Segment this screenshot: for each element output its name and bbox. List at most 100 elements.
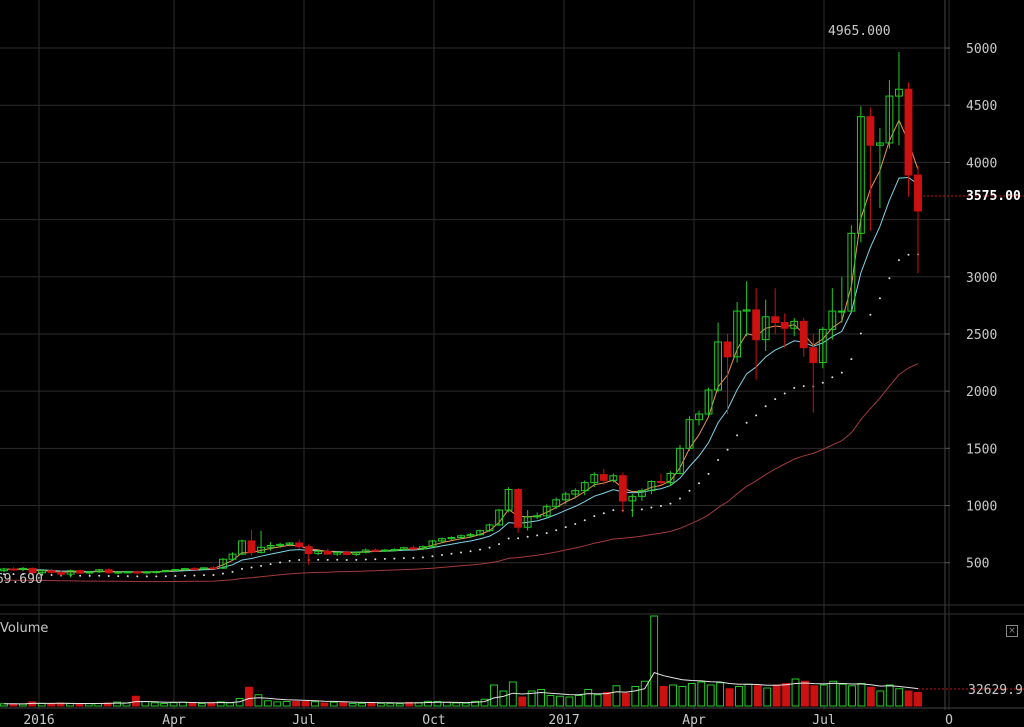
candle[interactable] (304, 544, 313, 565)
candle[interactable] (714, 322, 722, 393)
candle[interactable] (818, 327, 827, 369)
candle[interactable] (66, 569, 75, 578)
candle[interactable] (371, 548, 380, 552)
candle[interactable] (47, 568, 56, 574)
candle[interactable] (161, 569, 170, 573)
candle[interactable] (580, 480, 589, 496)
candle[interactable] (704, 387, 713, 417)
candle[interactable] (276, 542, 285, 548)
candle[interactable] (742, 281, 751, 337)
candle[interactable] (57, 570, 66, 576)
candle[interactable] (190, 567, 199, 571)
candle[interactable] (104, 568, 113, 574)
candle[interactable] (352, 551, 361, 556)
candle[interactable] (247, 529, 256, 556)
candle[interactable] (657, 473, 665, 485)
candle[interactable] (495, 508, 504, 527)
candle[interactable] (666, 471, 675, 487)
candle[interactable] (228, 552, 237, 561)
candle[interactable] (771, 288, 780, 334)
candle[interactable] (914, 165, 922, 274)
candle[interactable] (552, 497, 561, 509)
candle[interactable] (809, 333, 818, 413)
candle[interactable] (409, 545, 418, 550)
candle[interactable] (323, 548, 332, 555)
candle[interactable] (504, 487, 513, 513)
candle[interactable] (342, 550, 351, 556)
candle[interactable] (476, 529, 484, 536)
candle[interactable] (514, 488, 523, 533)
candle[interactable] (285, 542, 294, 547)
candle[interactable] (314, 550, 323, 556)
candle[interactable] (399, 546, 408, 551)
candle[interactable] (866, 107, 875, 232)
candle[interactable] (533, 512, 542, 520)
candle[interactable] (618, 472, 627, 513)
candle[interactable] (0, 567, 8, 573)
candle[interactable] (219, 558, 227, 569)
candle[interactable] (609, 473, 618, 483)
candle[interactable] (676, 444, 684, 475)
candle[interactable] (418, 545, 427, 551)
candle[interactable] (447, 536, 456, 541)
candle[interactable] (628, 494, 637, 517)
candle[interactable] (637, 488, 646, 501)
candle[interactable] (114, 571, 123, 575)
candle[interactable] (856, 106, 865, 243)
candle[interactable] (457, 534, 465, 540)
candle[interactable] (9, 567, 18, 571)
candle[interactable] (209, 566, 218, 570)
candle[interactable] (733, 301, 742, 363)
candle[interactable] (837, 276, 846, 323)
candle[interactable] (295, 539, 304, 549)
candle[interactable] (590, 472, 599, 488)
candle[interactable] (238, 539, 246, 556)
candle[interactable] (200, 567, 208, 570)
candle[interactable] (904, 82, 913, 197)
candle[interactable] (875, 128, 884, 209)
candle[interactable] (180, 567, 189, 571)
candle[interactable] (85, 570, 94, 575)
close-volume-icon[interactable]: × (1006, 625, 1018, 637)
candle[interactable] (361, 548, 370, 554)
candle[interactable] (561, 491, 570, 505)
candle[interactable] (599, 468, 608, 485)
candle[interactable] (723, 333, 732, 415)
volume-pane-title: Volume (0, 621, 49, 636)
candle[interactable] (152, 570, 161, 574)
candle[interactable] (466, 532, 475, 538)
candle[interactable] (266, 542, 275, 551)
candle[interactable] (19, 567, 27, 572)
candle[interactable] (390, 548, 399, 552)
candle[interactable] (828, 288, 837, 340)
candle[interactable] (695, 410, 703, 426)
candle[interactable] (523, 510, 532, 531)
candle[interactable] (38, 569, 47, 575)
candle[interactable] (428, 539, 437, 548)
candle[interactable] (780, 313, 789, 348)
candle[interactable] (799, 317, 808, 357)
candle[interactable] (847, 225, 856, 314)
candle[interactable] (76, 569, 85, 575)
candle[interactable] (142, 571, 151, 574)
candle[interactable] (28, 567, 37, 575)
candle[interactable] (761, 299, 770, 352)
candle[interactable] (685, 416, 694, 451)
candle[interactable] (885, 80, 894, 149)
candle[interactable] (752, 288, 761, 380)
candle[interactable] (95, 568, 104, 573)
candle[interactable] (171, 568, 180, 572)
candle[interactable] (895, 52, 903, 146)
candle[interactable] (438, 537, 446, 544)
candle[interactable] (571, 488, 580, 499)
candle[interactable] (485, 523, 494, 532)
candle[interactable] (133, 570, 142, 575)
candle[interactable] (542, 504, 551, 519)
candle[interactable] (790, 317, 799, 337)
candle[interactable] (647, 480, 656, 495)
candle[interactable] (380, 548, 389, 552)
candle[interactable] (257, 530, 265, 554)
candle[interactable] (123, 570, 132, 574)
candle[interactable] (333, 551, 342, 556)
